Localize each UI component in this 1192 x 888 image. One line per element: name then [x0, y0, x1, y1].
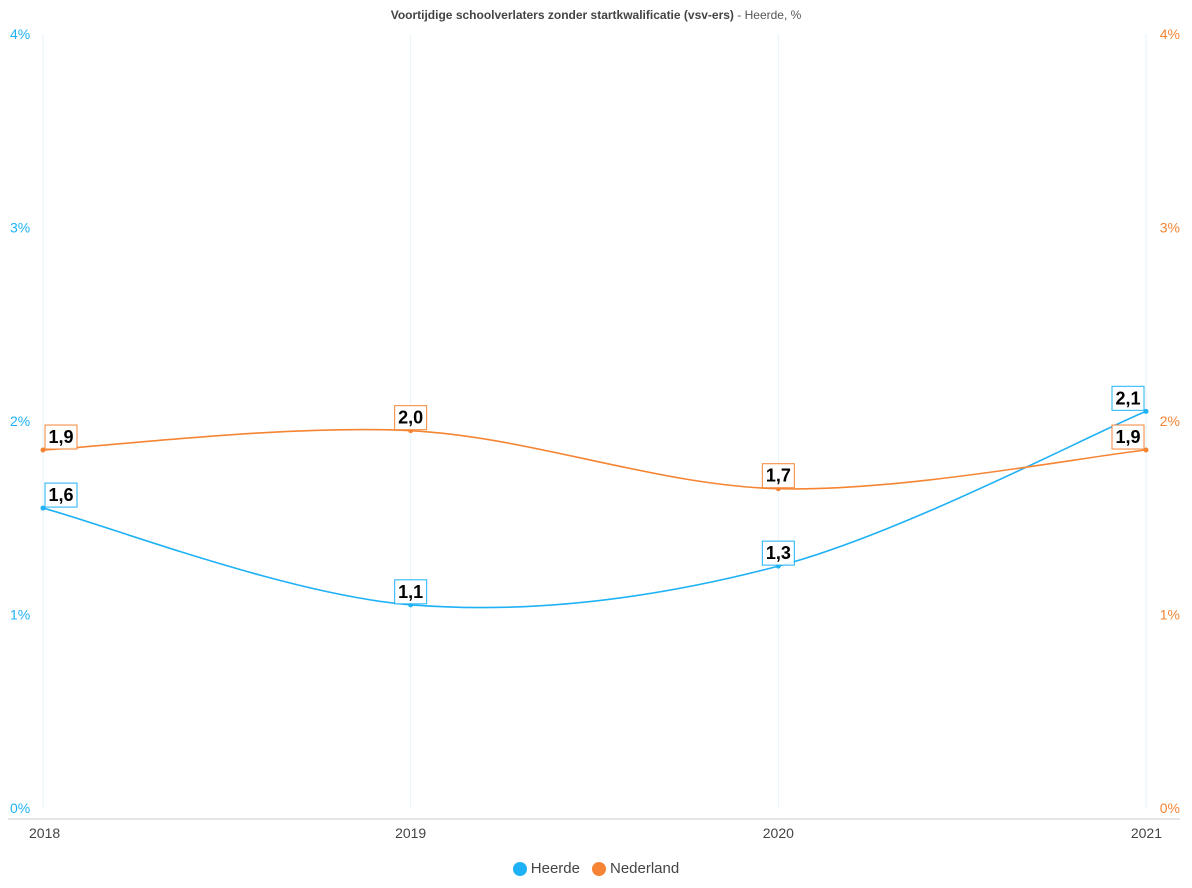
y-tick-right-3: 3%: [1160, 220, 1180, 236]
y-tick-right-2: 2%: [1160, 413, 1180, 429]
legend: Heerde Nederland: [0, 860, 1192, 880]
series-line-heerde: [42, 410, 1147, 609]
legend-label-nederland: Nederland: [609, 860, 680, 877]
label-box-heerde-2019: [394, 579, 428, 605]
data-labels: 1,6 1,1 1,3 2,1 1,9 2,0 1,7 1,9: [44, 385, 1145, 605]
legend-item-heerde[interactable]: Heerde: [512, 860, 580, 877]
x-tick-2021: 2021: [1131, 825, 1162, 841]
data-label-heerde-2018: 1,6: [48, 485, 73, 505]
y-tick-left-3: 3%: [10, 220, 30, 236]
legend-marker-nederland: [591, 861, 606, 876]
chart-title: Voortijdige schoolverlaters zonder start…: [0, 8, 1192, 22]
line-chart: 0% 1% 2% 3% 4% 0% 1% 2% 3% 4% 2018 2019 2020 2021 1…: [8, 26, 1180, 841]
x-tick-2018: 2018: [29, 825, 60, 841]
y-tick-right-1: 1%: [1160, 607, 1180, 623]
data-label-heerde-2019: 1,1: [398, 582, 423, 602]
point-nederland-2021: [1143, 447, 1149, 453]
y-tick-left-2: 2%: [10, 413, 30, 429]
x-tick-2020: 2020: [763, 825, 794, 841]
series-group: [40, 408, 1149, 609]
y-tick-right-4: 4%: [1160, 26, 1180, 42]
y-axis-left: 0% 1% 2% 3% 4%: [10, 26, 30, 816]
y-tick-right-0: 0%: [1160, 800, 1180, 816]
data-label-nederland-2018: 1,9: [48, 427, 73, 447]
y-tick-left-0: 0%: [10, 800, 30, 816]
point-nederland-2018: [40, 447, 46, 453]
label-box-heerde-2020: [761, 540, 795, 566]
grid-lines: [8, 34, 1180, 820]
data-label-nederland-2021: 1,9: [1115, 427, 1140, 447]
label-box-heerde-2021: [1111, 385, 1145, 411]
point-heerde-2021: [1143, 408, 1149, 414]
label-box-nederland-2018: [44, 424, 78, 450]
label-box-nederland-2021: [1111, 424, 1145, 450]
y-tick-left-1: 1%: [10, 607, 30, 623]
label-box-nederland-2019: [394, 405, 428, 431]
data-label-heerde-2021: 2,1: [1115, 388, 1140, 408]
y-axis-right: 0% 1% 2% 3% 4%: [1160, 26, 1180, 816]
series-line-nederland: [42, 428, 1147, 490]
x-axis: 2018 2019 2020 2021: [29, 825, 1162, 841]
data-label-nederland-2020: 1,7: [766, 466, 791, 486]
data-label-heerde-2020: 1,3: [766, 543, 791, 563]
label-box-nederland-2020: [761, 463, 795, 489]
legend-label-heerde: Heerde: [530, 860, 580, 877]
legend-marker-heerde: [512, 861, 527, 876]
y-tick-left-4: 4%: [10, 26, 30, 42]
legend-item-nederland[interactable]: Nederland: [591, 860, 680, 877]
label-box-heerde-2018: [44, 482, 78, 508]
chart-title-main: Voortijdige schoolverlaters zonder start…: [390, 8, 734, 22]
x-tick-2019: 2019: [395, 825, 426, 841]
chart-subtitle: - Heerde, %: [733, 8, 802, 22]
data-label-nederland-2019: 2,0: [398, 408, 423, 428]
point-heerde-2018: [40, 505, 46, 511]
